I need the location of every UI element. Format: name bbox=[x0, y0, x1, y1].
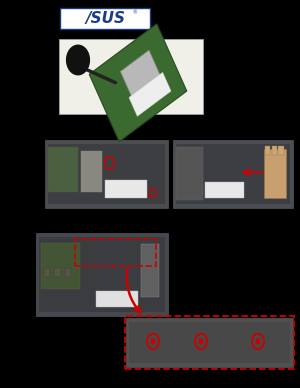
Bar bbox=[265, 146, 270, 155]
Bar bbox=[141, 244, 159, 297]
Text: ®: ® bbox=[132, 10, 137, 15]
Bar bbox=[206, 182, 244, 198]
Polygon shape bbox=[120, 50, 162, 100]
Polygon shape bbox=[129, 72, 171, 116]
Circle shape bbox=[151, 339, 155, 344]
Bar bbox=[126, 318, 292, 367]
Bar bbox=[172, 140, 292, 208]
Bar bbox=[39, 237, 165, 312]
Bar bbox=[124, 316, 294, 369]
Bar bbox=[64, 268, 71, 277]
Bar bbox=[44, 268, 50, 277]
Bar bbox=[48, 144, 165, 204]
Bar bbox=[176, 147, 203, 200]
Circle shape bbox=[67, 45, 89, 75]
Polygon shape bbox=[89, 24, 187, 142]
Bar bbox=[272, 146, 277, 155]
Bar bbox=[105, 180, 147, 198]
Bar bbox=[129, 322, 290, 363]
Bar bbox=[58, 39, 202, 114]
Bar bbox=[96, 291, 138, 307]
Bar bbox=[176, 144, 290, 204]
Bar bbox=[75, 239, 156, 266]
Bar bbox=[264, 149, 286, 198]
Bar bbox=[48, 147, 78, 192]
Text: /SUS: /SUS bbox=[85, 11, 125, 26]
Circle shape bbox=[256, 339, 260, 344]
Bar bbox=[36, 233, 168, 316]
Bar bbox=[60, 8, 150, 29]
Circle shape bbox=[199, 339, 203, 344]
Bar bbox=[54, 268, 61, 277]
Bar bbox=[45, 140, 168, 208]
Bar bbox=[81, 151, 102, 192]
Bar bbox=[278, 146, 284, 155]
Bar bbox=[40, 242, 80, 289]
